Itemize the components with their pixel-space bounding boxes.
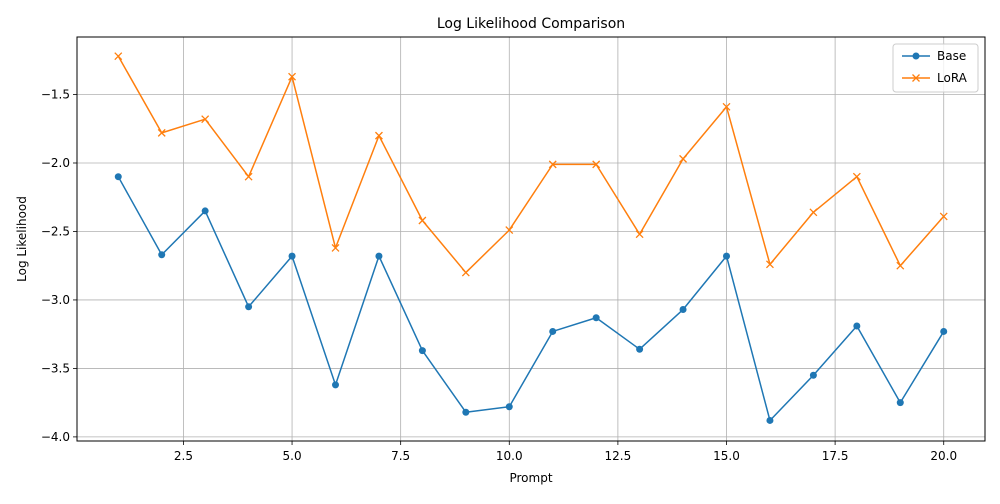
- data-point-lora: [201, 115, 210, 124]
- data-point-base: [809, 371, 817, 379]
- data-point-lora: [331, 243, 340, 252]
- x-tick-label: 10.0: [496, 449, 523, 463]
- data-point-lora: [418, 216, 427, 225]
- data-point-base: [766, 416, 774, 424]
- data-point-lora: [809, 208, 818, 217]
- data-point-base: [288, 252, 296, 260]
- y-tick-label: −1.5: [41, 88, 70, 102]
- legend-label-base: Base: [937, 49, 966, 63]
- grid: [77, 37, 985, 441]
- data-point-base: [245, 303, 253, 311]
- data-point-base: [418, 347, 426, 355]
- data-point-lora: [722, 102, 731, 111]
- series: [114, 52, 948, 424]
- x-axis-label: Prompt: [509, 471, 552, 485]
- x-tick-label: 17.5: [822, 449, 849, 463]
- axis-ticks: 2.5 5.0 7.5 10.0 12.5 15.0 17.5 20.0 −4.0 −3.5 −3.…: [41, 88, 957, 463]
- data-point-lora: [635, 230, 644, 239]
- series-line-lora: [117, 55, 945, 274]
- x-tick-label: 2.5: [174, 449, 193, 463]
- data-point-base: [896, 399, 904, 407]
- series-line-base: [117, 176, 945, 422]
- x-tick-label: 7.5: [391, 449, 410, 463]
- legend: Base LoRA: [892, 43, 979, 93]
- data-point-lora: [157, 128, 166, 137]
- data-point-lora: [288, 72, 297, 81]
- data-point-base: [462, 408, 470, 416]
- legend-marker-base: [912, 52, 920, 60]
- data-point-base: [114, 173, 122, 181]
- data-point-base: [723, 252, 731, 260]
- data-point-lora: [896, 261, 905, 270]
- y-tick-label: −2.5: [41, 224, 70, 238]
- chart-title: Log Likelihood Comparison: [437, 16, 625, 32]
- data-point-lora: [461, 268, 470, 277]
- y-tick-label: −3.5: [41, 361, 70, 375]
- y-tick-label: −4.0: [41, 430, 70, 444]
- data-point-base: [679, 306, 687, 314]
- data-point-base: [375, 252, 383, 260]
- series-base: [114, 173, 948, 424]
- data-point-base: [158, 251, 166, 259]
- data-point-lora: [679, 154, 688, 163]
- data-point-base: [549, 327, 557, 335]
- plot-area-frame: [76, 36, 986, 442]
- data-point-base: [592, 314, 600, 322]
- data-point-base: [940, 327, 948, 335]
- y-axis-label: Log Likelihood: [15, 196, 29, 282]
- data-point-lora: [244, 172, 253, 181]
- data-point-base: [853, 322, 861, 330]
- x-tick-label: 12.5: [605, 449, 632, 463]
- data-point-lora: [548, 160, 557, 169]
- x-tick-label: 20.0: [930, 449, 957, 463]
- data-point-base: [505, 403, 513, 411]
- data-point-base: [636, 345, 644, 353]
- data-point-lora: [374, 131, 383, 140]
- data-point-base: [331, 381, 339, 389]
- legend-marker-lora: [912, 74, 920, 82]
- series-lora: [114, 52, 948, 277]
- data-point-lora: [765, 260, 774, 269]
- data-point-base: [201, 207, 209, 215]
- data-point-lora: [505, 226, 514, 235]
- legend-label-lora: LoRA: [937, 71, 968, 85]
- y-tick-label: −3.0: [41, 293, 70, 307]
- data-point-lora: [852, 172, 861, 181]
- data-point-lora: [114, 52, 123, 61]
- legend-entry-base: Base: [902, 49, 966, 63]
- data-point-lora: [592, 160, 601, 169]
- data-point-lora: [939, 212, 948, 221]
- y-tick-label: −2.0: [41, 156, 70, 170]
- x-tick-label: 5.0: [283, 449, 302, 463]
- legend-entry-lora: LoRA: [902, 71, 968, 85]
- x-tick-label: 15.0: [713, 449, 740, 463]
